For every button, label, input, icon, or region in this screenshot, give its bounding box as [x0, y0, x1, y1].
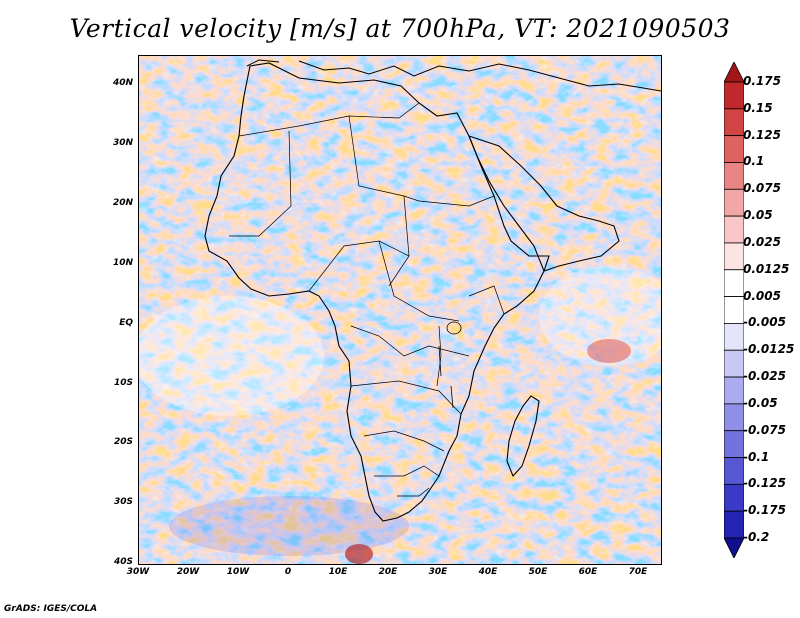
- lon-label: 30W: [126, 567, 150, 577]
- lon-label: 20W: [176, 567, 200, 577]
- lon-label: 70E: [628, 567, 648, 577]
- lon-label: 10E: [328, 567, 348, 577]
- country-borders: [229, 102, 505, 497]
- lon-label: 30E: [428, 567, 448, 577]
- lake-tanganyika: [438, 345, 442, 377]
- colorbar-level-label: 0.075: [743, 181, 781, 196]
- lake-malawi: [450, 385, 454, 409]
- colorbar-level-label: -0.1: [743, 449, 770, 464]
- updraft-spot: [587, 339, 631, 363]
- colorbar-level-label: 0.025: [743, 234, 781, 249]
- colorbar-segment: [724, 108, 744, 137]
- colorbar-segment: [724, 135, 744, 163]
- colorbar-level-label: -0.0125: [743, 342, 795, 357]
- colorbar-level-label: -0.125: [743, 476, 786, 491]
- colorbar-segment: [724, 376, 744, 405]
- lon-label: 50E: [528, 567, 548, 577]
- lon-label: 40E: [478, 567, 498, 577]
- colorbar-level-label: 0.15: [743, 100, 773, 115]
- velocity-streaks: [139, 56, 661, 564]
- colorbar-level-label: 0.1: [743, 154, 765, 169]
- colorbar-level-label: -0.05: [743, 395, 778, 410]
- footer-credit: GrADS: IGES/COLA: [4, 604, 98, 614]
- colorbar-segment: [724, 430, 744, 458]
- colorbar-segment: [724, 269, 744, 297]
- lat-label: 30S: [113, 497, 133, 508]
- calm-region-atlantic: [139, 296, 324, 416]
- colorbar-level-label: -0.005: [743, 315, 786, 330]
- colorbar-level-label: 0.005: [743, 288, 781, 303]
- lat-label: 40S: [113, 557, 133, 568]
- africa-coastline: [204, 62, 550, 522]
- descent-region-south: [169, 496, 409, 556]
- lat-label: EQ: [119, 317, 133, 328]
- lat-label: 20N: [112, 197, 133, 208]
- colorbar-segment: [724, 215, 744, 244]
- lon-label: 20E: [378, 567, 398, 577]
- colorbar: [724, 62, 744, 558]
- colorbar-level-label: 0.175: [743, 74, 781, 88]
- colorbar-level-label: 0.0125: [743, 261, 790, 276]
- colorbar-level-label: -0.025: [743, 369, 786, 384]
- colorbar-segment: [724, 483, 744, 512]
- map-panel[interactable]: [138, 55, 662, 565]
- lon-label: 0: [284, 567, 292, 577]
- colorbar-segment: [724, 188, 744, 217]
- colorbar-level-label: -0.175: [743, 503, 786, 518]
- lat-label: 30N: [112, 137, 133, 148]
- colorbar-segment: [724, 242, 744, 271]
- lon-label: 10W: [226, 567, 250, 577]
- colorbar-segment: [724, 510, 744, 539]
- lake-victoria: [446, 321, 462, 335]
- page-title: Vertical velocity [m/s] at 700hPa, VT: 2…: [69, 14, 731, 43]
- lat-label: 20S: [113, 437, 133, 448]
- colorbar-top-arrow: [724, 62, 744, 83]
- colorbar-segment: [724, 296, 744, 324]
- lat-label: 10N: [112, 257, 133, 268]
- updraft-spot-south: [345, 544, 373, 564]
- madagascar-coastline: [506, 395, 540, 478]
- colorbar-segment: [724, 323, 744, 351]
- colorbar-segment: [724, 457, 744, 485]
- colorbar-level-label: -0.075: [743, 422, 786, 437]
- colorbar-level-label: 0.05: [743, 208, 773, 223]
- colorbar-segment: [724, 403, 744, 432]
- lat-label: 40N: [112, 78, 133, 88]
- colorbar-segment: [724, 349, 744, 378]
- colorbar-segment: [724, 81, 744, 110]
- calm-region-indian: [539, 266, 661, 366]
- lon-label: 60E: [578, 567, 598, 577]
- colorbar-level-label: -0.2: [743, 530, 770, 544]
- colorbar-segment: [724, 162, 744, 190]
- colorbar-bottom-arrow: [724, 537, 744, 558]
- europe-coastline: [246, 59, 661, 92]
- colorbar-level-label: 0.125: [743, 127, 781, 142]
- lat-label: 10S: [113, 377, 133, 388]
- arabia-coastline: [468, 135, 620, 272]
- velocity-map: [139, 56, 661, 564]
